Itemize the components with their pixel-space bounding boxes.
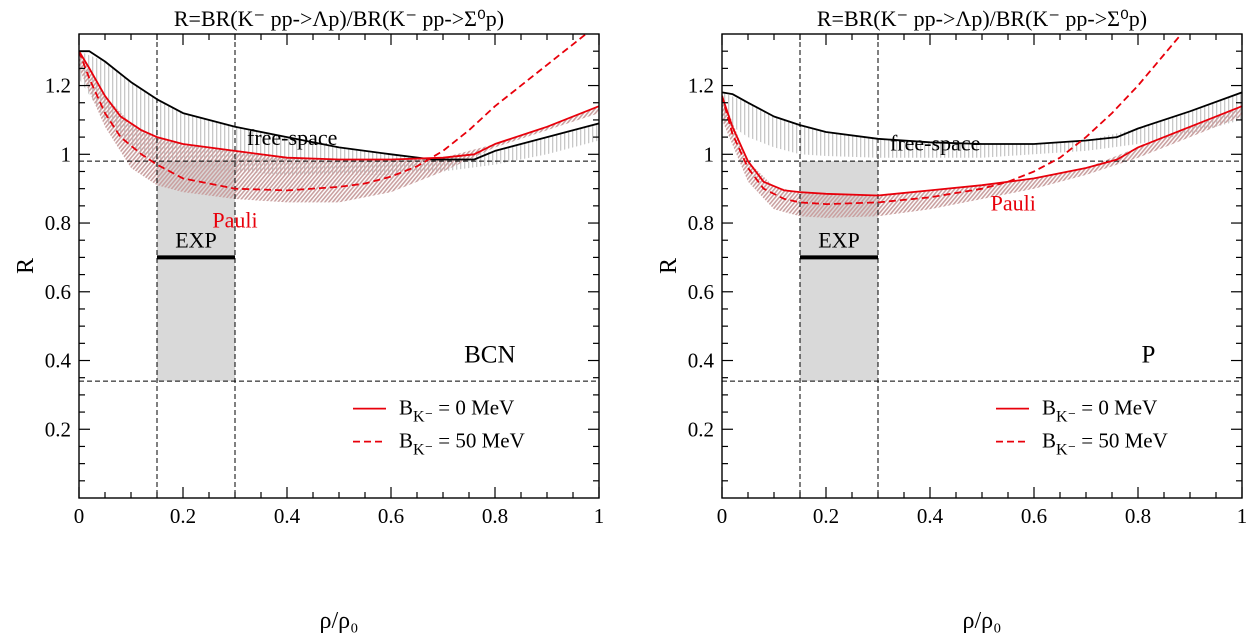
x-tick-label: 0 <box>74 504 85 528</box>
free-uncertainty-band <box>79 51 599 175</box>
x-tick-label: 0.6 <box>1021 504 1047 528</box>
legend-entry: BK⁻ = 50 MeV <box>1042 429 1168 459</box>
pauli-label: Pauli <box>991 190 1036 215</box>
model-label: BCN <box>464 342 515 369</box>
left-panel-bcn: 0 0.2 0.4 0.6 0.8 1 0.2 0.4 0.6 0.8 1 1.2 ρ/ρ₀ R R=BR(… <box>13 6 604 634</box>
pauli-dashed-series <box>722 34 1183 206</box>
y-axis-label: R <box>13 258 39 274</box>
y-tick-label: 1 <box>61 142 72 166</box>
x-tick-label: 0.8 <box>482 504 508 528</box>
right-panel-p: 0 0.2 0.4 0.6 0.8 1 0.2 0.4 0.6 0.8 1 1.2 ρ/ρ₀ R R=BR(… <box>656 6 1248 634</box>
free-solid-series <box>79 50 599 161</box>
y-tick-label: 0.8 <box>688 211 714 235</box>
free-uncertainty-band <box>722 92 1242 158</box>
y-tick-label: 1 <box>704 142 715 166</box>
exp-label: EXP <box>818 227 860 252</box>
x-tick-label: 0.6 <box>378 504 404 528</box>
y-tick-label: 0.4 <box>688 349 715 373</box>
free-space-label: free-space <box>890 130 980 155</box>
pauli-solid-series <box>79 50 599 161</box>
x-tick-label: 1 <box>594 504 605 528</box>
y-tick-label: 0.2 <box>45 417 71 441</box>
chart-title: R=BR(K⁻ pp->Λp)/BR(K⁻ pp->Σ⁰p) <box>174 6 504 31</box>
pauli-uncertainty-band <box>722 95 1242 218</box>
x-tick-label: 0 <box>717 504 728 528</box>
y-tick-label: 0.6 <box>45 280 71 304</box>
model-label: P <box>1141 342 1155 369</box>
y-tick-label: 1.2 <box>688 74 714 98</box>
x-tick-label: 0.4 <box>274 504 301 528</box>
pauli-uncertainty-band <box>79 51 599 203</box>
y-tick-label: 0.4 <box>45 349 72 373</box>
x-tick-label: 0.2 <box>813 504 839 528</box>
pauli-label: Pauli <box>212 208 257 233</box>
legend-entry: BK⁻ = 0 MeV <box>1042 396 1157 426</box>
x-tick-label: 1 <box>1237 504 1248 528</box>
free-space-label: free-space <box>247 125 337 150</box>
y-axis-label: R <box>656 258 682 274</box>
legend-entry: BK⁻ = 0 MeV <box>399 396 514 426</box>
plot-area <box>79 34 599 498</box>
y-tick-label: 1.2 <box>45 74 71 98</box>
legend-entry: BK⁻ = 50 MeV <box>399 429 525 459</box>
x-axis-label: ρ/ρ₀ <box>320 608 359 634</box>
x-tick-label: 0.4 <box>917 504 944 528</box>
plot-area <box>722 34 1242 498</box>
pauli-dashed-series <box>79 34 588 192</box>
exp-label: EXP <box>175 227 217 252</box>
chart-title: R=BR(K⁻ pp->Λp)/BR(K⁻ pp->Σ⁰p) <box>817 6 1147 31</box>
pauli-solid-series <box>722 95 1242 197</box>
x-tick-label: 0.2 <box>170 504 196 528</box>
x-axis-label: ρ/ρ₀ <box>963 608 1002 634</box>
y-tick-label: 0.8 <box>45 211 71 235</box>
exp-shaded-region <box>157 161 235 382</box>
x-tick-label: 0.8 <box>1125 504 1151 528</box>
free-solid-series <box>722 91 1242 145</box>
y-tick-label: 0.2 <box>688 417 714 441</box>
y-tick-label: 0.6 <box>688 280 714 304</box>
